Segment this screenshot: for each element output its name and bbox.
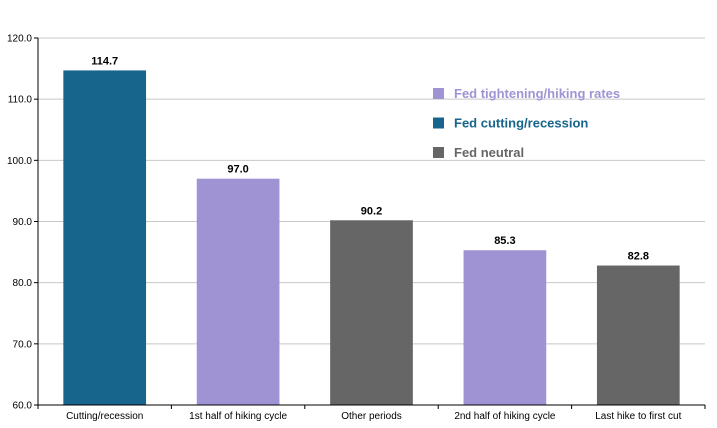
x-tick-label: Last hike to first cut [595, 411, 681, 422]
bar [63, 70, 147, 405]
x-tick-label: 2nd half of hiking cycle [454, 411, 556, 422]
bar [463, 250, 547, 405]
y-tick-label: 60.0 [13, 401, 33, 412]
y-tick-label: 80.0 [13, 278, 33, 289]
y-tick-label: 110.0 [8, 95, 33, 106]
bar [330, 220, 413, 405]
legend-swatch [433, 88, 444, 99]
x-axis: Cutting/recession 1st half of hiking cycl… [37, 404, 706, 422]
data-label: 85.3 [494, 235, 515, 247]
data-label: 97.0 [227, 164, 248, 176]
legend-label: Fed tightening/hiking rates [454, 86, 620, 101]
x-tick-label: 1st half of hiking cycle [189, 411, 287, 422]
data-label: 114.7 [91, 55, 118, 67]
y-tick-label: 90.0 [13, 217, 33, 228]
y-tick-label: 100.0 [7, 156, 32, 167]
x-tick-label: Cutting/recession [66, 411, 143, 422]
x-tick-label: Other periods [341, 411, 402, 422]
y-axis: 60.0 70.0 80.0 90.0 100.0 110.0 120.0 [7, 34, 39, 412]
data-label: 82.8 [628, 251, 649, 263]
bar [596, 265, 680, 405]
data-label: 90.2 [361, 205, 382, 217]
bars [63, 70, 680, 405]
bar [196, 178, 280, 405]
y-tick-label: 70.0 [13, 339, 33, 350]
legend-label: Fed neutral [454, 145, 524, 160]
y-tick-label: 120.0 [7, 34, 32, 45]
legend-swatch [433, 117, 444, 129]
legend-label: Fed cutting/recession [454, 116, 588, 131]
data-labels: 114.7 97.0 90.2 85.3 82.8 [91, 55, 649, 262]
legend-swatch [433, 147, 444, 158]
legend: Fed tightening/hiking rates Fed cutting/r… [433, 86, 620, 160]
